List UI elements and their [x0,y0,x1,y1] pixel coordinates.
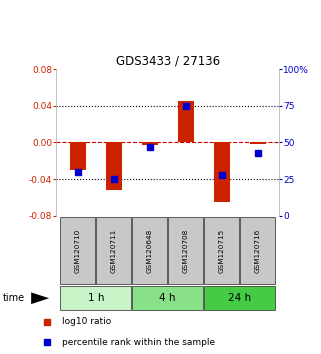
FancyBboxPatch shape [169,217,203,284]
Bar [178,101,194,143]
Text: percentile rank within the sample: percentile rank within the sample [62,338,215,347]
Text: log10 ratio: log10 ratio [62,317,111,326]
Text: GSM120711: GSM120711 [111,228,117,273]
Text: 1 h: 1 h [88,293,104,303]
Bar [213,143,230,202]
FancyBboxPatch shape [204,217,239,284]
Polygon shape [31,292,49,304]
Text: time: time [3,293,25,303]
FancyBboxPatch shape [132,286,203,310]
FancyBboxPatch shape [60,217,95,284]
FancyBboxPatch shape [204,286,275,310]
FancyBboxPatch shape [97,217,131,284]
Bar [70,143,86,170]
Text: GSM120648: GSM120648 [147,228,153,273]
FancyBboxPatch shape [240,217,275,284]
Bar [106,143,122,190]
FancyBboxPatch shape [133,217,167,284]
Text: GSM120710: GSM120710 [75,228,81,273]
Text: 4 h: 4 h [160,293,176,303]
Text: 24 h: 24 h [228,293,251,303]
Title: GDS3433 / 27136: GDS3433 / 27136 [116,55,220,68]
Bar [142,143,158,145]
Bar [250,143,266,144]
FancyBboxPatch shape [60,286,131,310]
Text: GSM120708: GSM120708 [183,228,189,273]
Text: GSM120715: GSM120715 [219,228,225,273]
Text: GSM120716: GSM120716 [255,228,261,273]
